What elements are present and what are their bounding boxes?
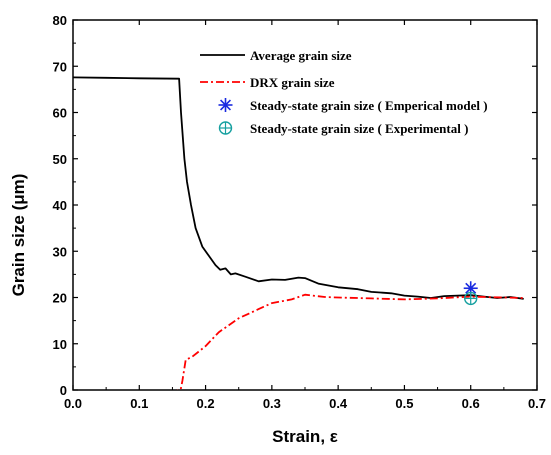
y-tick-label: 0 — [60, 383, 67, 398]
series-layer — [73, 76, 524, 390]
legend-label: Average grain size — [250, 48, 352, 63]
marker-experimental-point — [464, 291, 478, 306]
x-tick-label: 0.6 — [462, 396, 480, 411]
x-tick-label: 0.5 — [395, 396, 413, 411]
legend: Average grain size DRX grain size Steady-s… — [200, 48, 488, 136]
series-line-average-grain-size — [73, 76, 524, 300]
axis-ticks: 0.0 0.1 0.2 0.3 0.4 0.5 0.6 0.7 0 10 20 30 40 50 60 70 8… — [53, 13, 547, 411]
legend-label: Steady-state grain size ( Emperical mode… — [250, 98, 488, 113]
legend-label: DRX grain size — [250, 75, 335, 90]
x-tick-label: 0.2 — [197, 396, 215, 411]
legend-swatch-asterisk — [218, 98, 233, 112]
y-tick-label: 30 — [53, 244, 67, 259]
y-tick-label: 70 — [53, 59, 67, 74]
y-tick-label: 60 — [53, 106, 67, 121]
series-line-drx-grain-size — [177, 293, 524, 390]
x-tick-label: 0.3 — [263, 396, 281, 411]
y-tick-label: 10 — [53, 337, 67, 352]
y-axis-label: Grain size (μm) — [9, 174, 28, 297]
x-tick-label: 0.4 — [329, 396, 348, 411]
legend-label: Steady-state grain size ( Experimental ) — [250, 121, 468, 136]
x-tick-label: 0.7 — [528, 396, 546, 411]
y-tick-label: 80 — [53, 13, 67, 28]
x-tick-label: 0.1 — [130, 396, 148, 411]
y-tick-label: 40 — [53, 198, 67, 213]
x-axis-label: Strain, ε — [272, 427, 338, 446]
y-tick-label: 50 — [53, 152, 67, 167]
legend-swatch-circle-plus — [218, 121, 233, 135]
x-tick-label: 0.0 — [64, 396, 82, 411]
y-tick-label: 20 — [53, 291, 67, 306]
